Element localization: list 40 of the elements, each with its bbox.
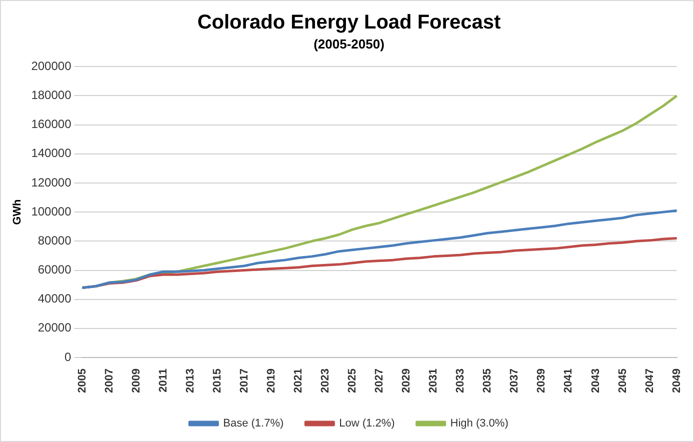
x-tick-label: 2037 <box>508 368 521 394</box>
x-tick-label: 2043 <box>590 368 602 394</box>
x-tick-label: 2025 <box>346 368 359 394</box>
x-tick-label: 2023 <box>320 368 332 394</box>
x-tick-label: 2013 <box>184 368 196 394</box>
x-tick-label: 2035 <box>482 368 494 394</box>
x-tick-label: 2045 <box>616 368 629 394</box>
x-tick-label: 2007 <box>103 368 116 394</box>
x-tick-label: 2039 <box>536 368 548 394</box>
x-tick-label: 2041 <box>562 368 575 394</box>
x-tick-label: 2049 <box>670 368 683 394</box>
y-tick-label: 0 <box>64 350 72 364</box>
y-tick-label: 100000 <box>31 204 72 218</box>
x-tick-label: 2009 <box>130 368 142 394</box>
chart-subtitle: (2005-2050) <box>314 36 384 52</box>
x-tick-label: 2029 <box>400 368 413 394</box>
x-tick-label: 2047 <box>644 368 656 394</box>
x-tick-label: 2019 <box>265 368 278 394</box>
x-tick-label: 2015 <box>211 368 224 394</box>
x-tick-label: 2021 <box>292 368 304 394</box>
y-tick-label: 180000 <box>31 88 72 102</box>
y-tick-label: 200000 <box>31 58 72 73</box>
y-axis-title: GWh <box>12 198 24 225</box>
x-tick-label: 2005 <box>76 368 88 394</box>
x-tick-label: 2017 <box>238 368 250 394</box>
x-tick-label: 2031 <box>428 368 440 394</box>
y-tick-label: 160000 <box>31 117 72 132</box>
y-tick-label: 140000 <box>31 146 72 160</box>
y-tick-label: 20000 <box>38 320 72 335</box>
y-tick-label: 120000 <box>31 175 72 190</box>
legend-label: High (3.0%) <box>450 418 508 430</box>
y-tick-label: 80000 <box>38 233 72 248</box>
x-tick-label: 2011 <box>157 368 170 392</box>
y-tick-label: 60000 <box>38 262 72 277</box>
x-tick-label: 2027 <box>374 368 386 394</box>
legend-label: Low (1.2%) <box>339 418 395 430</box>
chart-title: Colorado Energy Load Forecast <box>197 12 502 34</box>
legend-label: Base (1.7%) <box>223 418 284 430</box>
y-tick-label: 40000 <box>38 292 72 306</box>
x-tick-label: 2033 <box>454 368 467 394</box>
